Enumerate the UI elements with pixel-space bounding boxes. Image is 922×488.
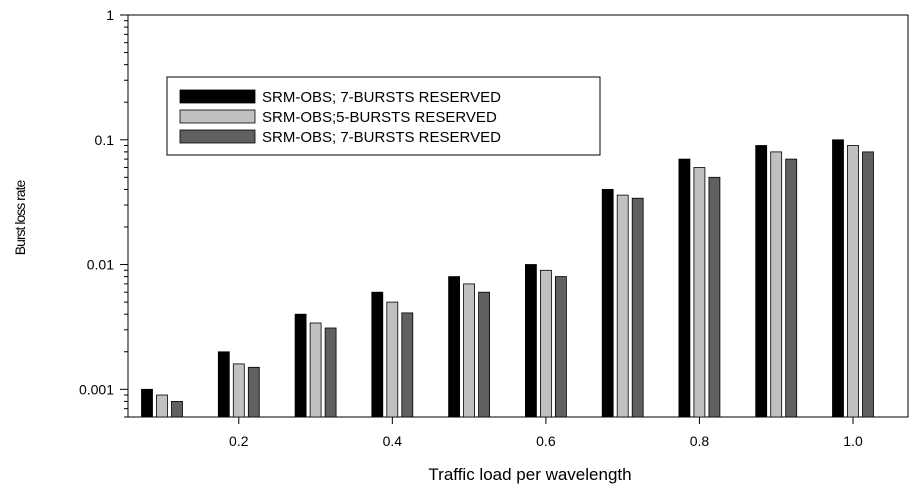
legend-label-3: SRM-OBS; 7-BURSTS RESERVED — [262, 129, 501, 146]
bar-series-3-point-4 — [401, 312, 414, 418]
bar-series-3-point-10 — [862, 151, 874, 418]
bar-series-3-point-1 — [171, 400, 183, 418]
legend-swatch-1 — [179, 89, 256, 104]
bar-series-2-point-7 — [616, 194, 629, 418]
bar-series-1-point-2 — [217, 351, 230, 418]
bar-series-2-point-2 — [232, 363, 245, 418]
legend-swatch-3 — [179, 129, 256, 144]
bar-series-1-point-9 — [755, 145, 768, 418]
y-tick-label: 0.1 — [95, 132, 115, 148]
bar-series-3-point-9 — [785, 158, 798, 418]
legend-swatch-2 — [179, 109, 256, 124]
bar-series-2-point-9 — [770, 151, 783, 418]
bar-series-2-point-6 — [540, 269, 552, 418]
legend-label-2: SRM-OBS;5-BURSTS RESERVED — [262, 109, 497, 126]
bar-series-3-point-2 — [247, 366, 260, 418]
x-axis: 0.2 0.4 0.6 0.8 1.0 — [229, 417, 863, 449]
plot-area — [127, 14, 909, 418]
x-tick-label: 0.6 — [536, 433, 556, 449]
y-axis-title: Burst loss rate — [12, 180, 28, 256]
x-axis-title: Traffic load per wavelength — [428, 465, 631, 484]
y-axis: 0.001 0.01 0.1 1 — [79, 7, 128, 418]
y-tick-label: 0.01 — [87, 257, 114, 273]
bars — [141, 139, 874, 418]
bar-series-1-point-5 — [448, 276, 461, 418]
bar-series-1-point-3 — [294, 313, 307, 418]
bar-series-1-point-4 — [371, 291, 384, 418]
legend-label-1: SRM-OBS; 7-BURSTS RESERVED — [262, 89, 501, 106]
bar-series-3-point-8 — [708, 176, 721, 418]
bar-series-1-point-6 — [525, 264, 537, 418]
x-tick-label: 0.2 — [229, 433, 249, 449]
bar-series-1-point-8 — [678, 158, 691, 418]
y-tick-label: 1 — [106, 7, 114, 23]
x-tick-label: 1.0 — [843, 433, 863, 449]
plot-frame — [127, 14, 909, 418]
legend: SRM-OBS; 7-BURSTS RESERVED SRM-OBS;5-BURS… — [166, 76, 601, 156]
y-tick-label: 0.001 — [79, 381, 114, 397]
bar-series-2-point-3 — [309, 322, 322, 418]
bar-series-3-point-7 — [631, 197, 644, 418]
bar-series-2-point-5 — [463, 283, 476, 418]
bar-series-2-point-10 — [847, 145, 859, 418]
bar-series-3-point-5 — [478, 291, 491, 418]
x-tick-label: 0.8 — [690, 433, 710, 449]
bar-series-3-point-6 — [555, 276, 567, 418]
x-tick-label: 0.4 — [383, 433, 403, 449]
bar-series-1-point-10 — [832, 139, 844, 418]
bar-series-2-point-8 — [693, 167, 706, 418]
bar-series-2-point-1 — [156, 394, 168, 418]
bar-series-3-point-3 — [324, 327, 337, 418]
bar-series-1-point-7 — [601, 188, 614, 418]
bar-series-2-point-4 — [386, 301, 399, 418]
bar-series-1-point-1 — [141, 388, 153, 418]
